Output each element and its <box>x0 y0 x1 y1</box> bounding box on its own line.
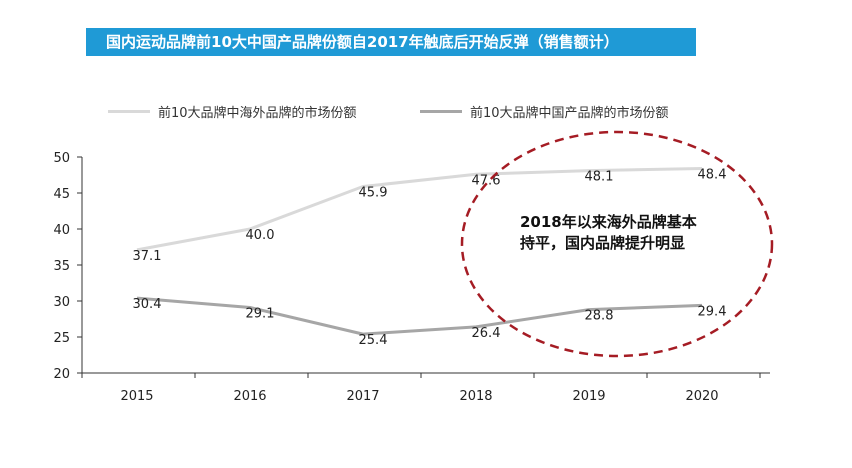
y-tick-label: 25 <box>53 331 70 346</box>
x-tick-label: 2019 <box>572 389 605 404</box>
data-label: 40.0 <box>246 228 275 243</box>
data-label: 48.4 <box>698 168 727 183</box>
data-label: 37.1 <box>133 249 162 264</box>
annotation-line-2: 持平，国内品牌提升明显 <box>520 234 686 252</box>
y-tick-label: 45 <box>53 187 70 202</box>
chart-title: 国内运动品牌前10大中国产品牌份额自2017年触底后开始反弹（销售额计） <box>86 28 696 56</box>
annotation-text: 2018年以来海外品牌基本 持平，国内品牌提升明显 <box>520 212 750 254</box>
data-label: 30.4 <box>133 297 162 312</box>
x-tick-label: 2020 <box>685 389 718 404</box>
x-tick-label: 2018 <box>459 389 492 404</box>
data-label: 28.8 <box>585 309 614 324</box>
annotation-line-1: 2018年以来海外品牌基本 <box>520 213 697 231</box>
legend-label-foreign: 前10大品牌中海外品牌的市场份额 <box>158 106 357 121</box>
legend-item-foreign: 前10大品牌中海外品牌的市场份额 <box>108 102 357 121</box>
x-tick-label: 2016 <box>233 389 266 404</box>
data-label: 45.9 <box>359 186 388 201</box>
highlight-ellipse <box>460 130 774 358</box>
y-tick-label: 20 <box>53 367 70 382</box>
series-line-foreign <box>136 167 703 252</box>
legend: 前10大品牌中海外品牌的市场份额 前10大品牌中国产品牌的市场份额 <box>0 102 852 122</box>
y-tick-label: 35 <box>53 259 70 274</box>
x-tick-label: 2017 <box>346 389 379 404</box>
data-label: 25.4 <box>359 333 388 348</box>
legend-label-domestic: 前10大品牌中国产品牌的市场份额 <box>470 106 669 121</box>
legend-swatch-domestic <box>420 110 462 113</box>
x-tick-label: 2015 <box>120 389 153 404</box>
y-tick-label: 30 <box>53 295 70 310</box>
data-label: 29.1 <box>246 306 275 321</box>
data-labels: 37.140.045.947.6 48.1 48.430.429.125.4 26.4… <box>133 168 727 349</box>
data-label: 48.1 <box>585 170 614 185</box>
y-tick-label: 50 <box>53 151 70 166</box>
legend-swatch-foreign <box>108 110 150 113</box>
y-tick-label: 40 <box>53 223 70 238</box>
data-label: 26.4 <box>472 326 501 341</box>
axes: 20 25 30 35 40 45 50 2015 2016 2017 2018 2019 2020 <box>53 151 770 404</box>
data-label: 29.4 <box>698 304 727 319</box>
series-line-domestic <box>136 296 703 336</box>
series-lines <box>136 167 703 336</box>
legend-item-domestic: 前10大品牌中国产品牌的市场份额 <box>420 102 669 121</box>
